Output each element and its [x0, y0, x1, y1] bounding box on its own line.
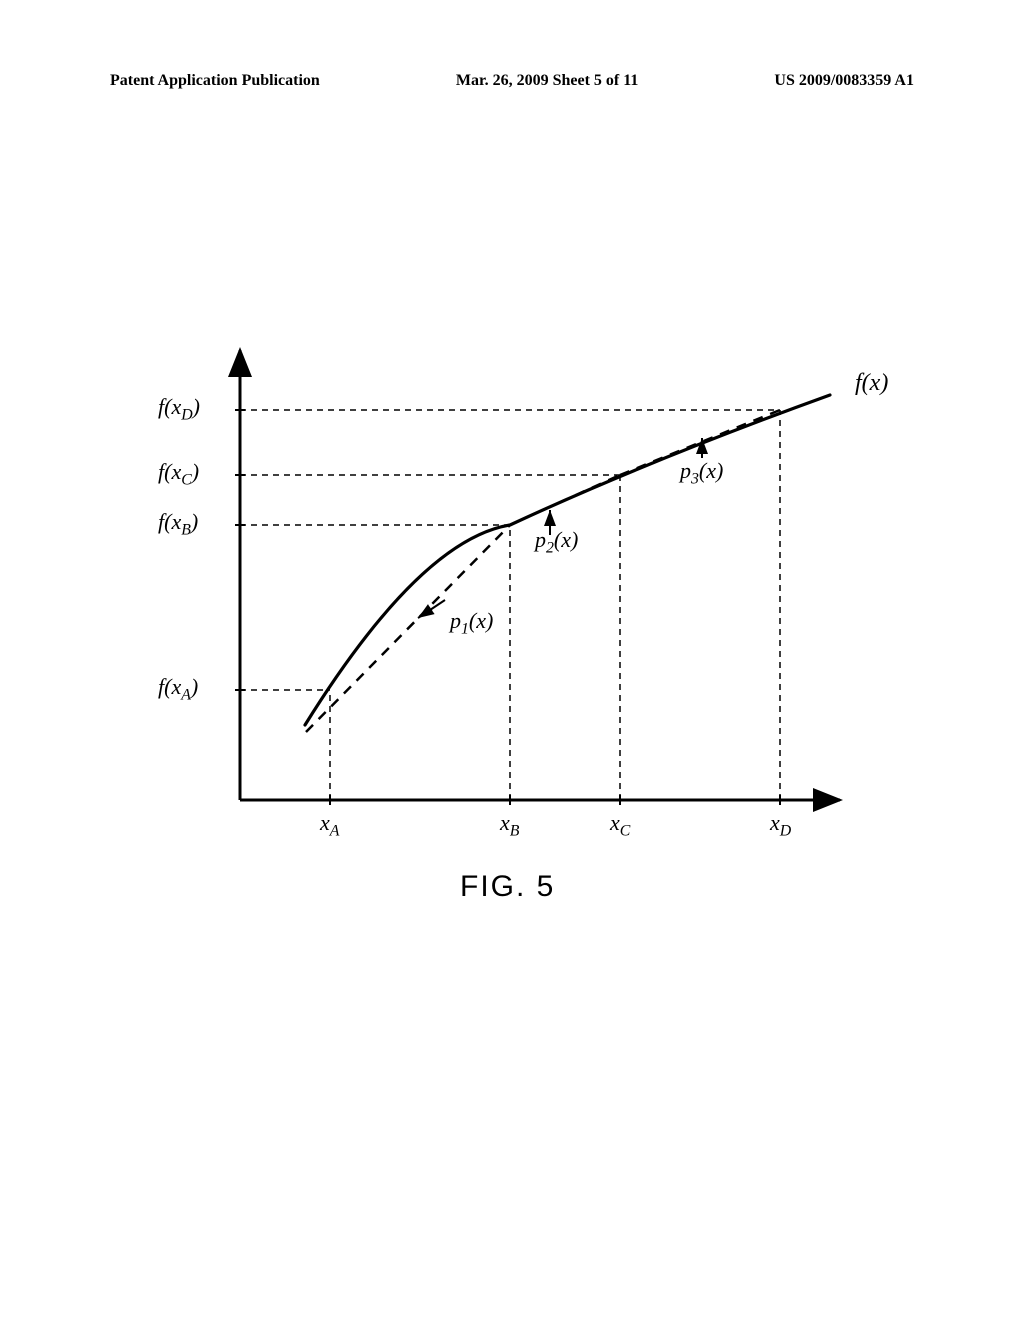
ylabel-fxB: f(xB) — [158, 509, 198, 539]
page-header: Patent Application Publication Mar. 26, … — [0, 72, 1024, 90]
annot-p1: p1(x) — [450, 608, 493, 638]
xlabel-xD: xD — [770, 810, 791, 840]
page: Patent Application Publication Mar. 26, … — [0, 0, 1024, 1320]
annot-fx: f(x) — [855, 370, 888, 397]
header-right: US 2009/0083359 A1 — [774, 72, 914, 90]
figure-caption: FIG. 5 — [460, 870, 555, 904]
figure-5: f(xD) f(xC) f(xB) f(xA) xA xB xC xD f(x)… — [120, 330, 920, 890]
header-left: Patent Application Publication — [110, 72, 320, 90]
ylabel-fxA: f(xA) — [158, 674, 198, 704]
xlabel-xB: xB — [500, 810, 519, 840]
annot-p3: p3(x) — [680, 458, 723, 488]
ylabel-fxD: f(xD) — [158, 394, 200, 424]
annot-p2: p2(x) — [535, 527, 578, 557]
chart-svg — [120, 330, 920, 890]
ylabel-fxC: f(xC) — [158, 459, 199, 489]
header-center: Mar. 26, 2009 Sheet 5 of 11 — [456, 72, 639, 90]
xlabel-xA: xA — [320, 810, 339, 840]
xlabel-xC: xC — [610, 810, 630, 840]
